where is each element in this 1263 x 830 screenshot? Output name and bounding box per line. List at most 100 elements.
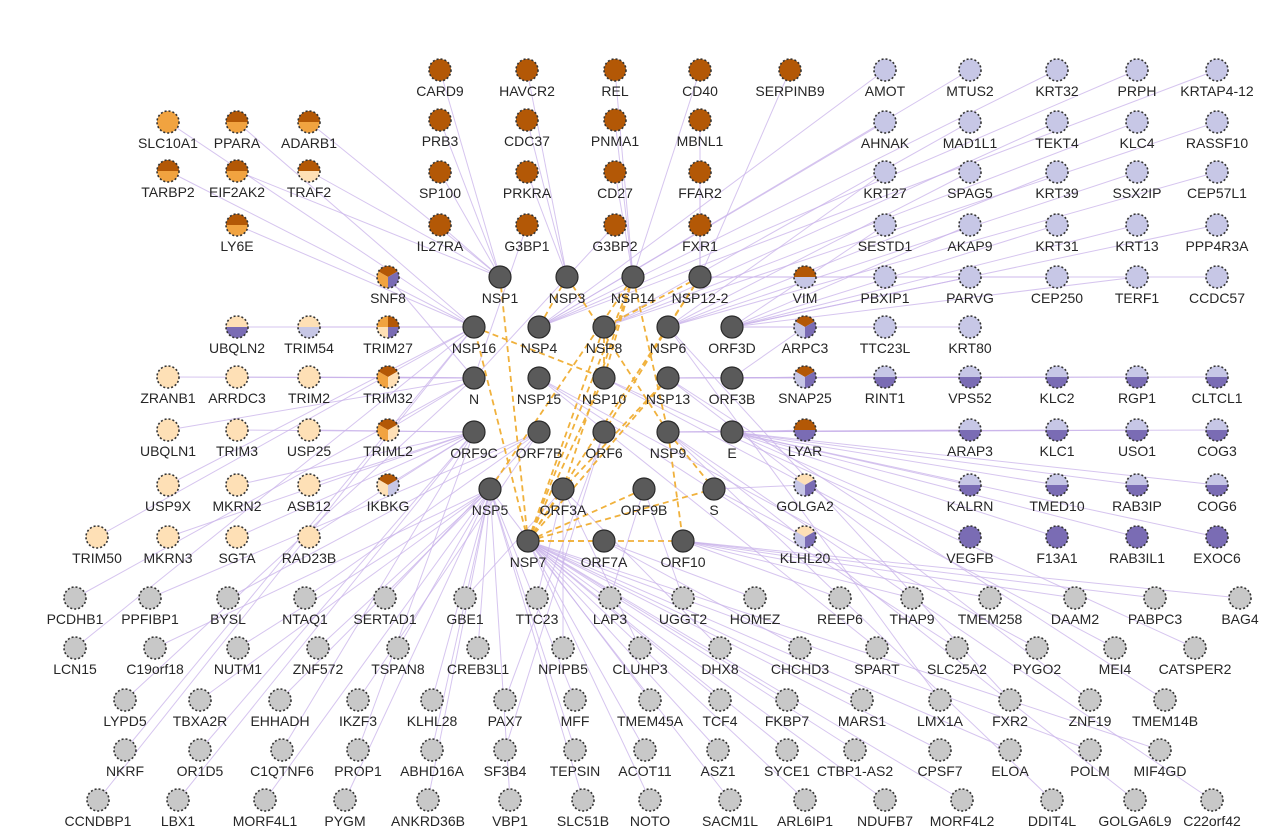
node-nsp14[interactable]: NSP14 [611,265,656,306]
node-krt32[interactable]: KRT32 [1035,58,1079,99]
node-sgta[interactable]: SGTA [218,525,256,566]
node-prkra[interactable]: PRKRA [503,160,552,201]
node-ly6e[interactable]: LY6E [220,213,254,254]
node-card9[interactable]: CARD9 [416,58,464,99]
node-chchd3[interactable]: CHCHD3 [771,636,830,677]
node-rab3il1[interactable]: RAB3IL1 [1109,525,1165,566]
node-slc25a2[interactable]: SLC25A2 [927,636,987,677]
node-orf3b[interactable]: ORF3B [709,366,756,407]
node-krtap4-12[interactable]: KRTAP4-12 [1180,58,1254,99]
node-trim54[interactable]: TRIM54 [284,315,334,356]
node-ubqln1[interactable]: UBQLN1 [140,418,196,459]
node-nsp3[interactable]: NSP3 [549,265,586,306]
node-tcf4[interactable]: TCF4 [703,688,738,729]
node-mkrn3[interactable]: MKRN3 [143,525,193,566]
node-fxr2[interactable]: FXR2 [992,688,1028,729]
node-nsp10[interactable]: NSP10 [582,366,627,407]
node-thap9[interactable]: THAP9 [889,586,935,627]
node-cep250[interactable]: CEP250 [1031,265,1083,306]
node-trim32[interactable]: TRIM32 [363,365,413,406]
node-ccdc57[interactable]: CCDC57 [1189,265,1245,306]
node-nsp12-2[interactable]: NSP12-2 [672,265,729,306]
node-sf3b4[interactable]: SF3B4 [484,738,527,779]
node-slc10a1[interactable]: SLC10A1 [138,110,198,151]
node-pygm[interactable]: PYGM [324,788,366,829]
node-arpc3[interactable]: ARPC3 [782,315,829,356]
node-tepsin[interactable]: TEPSIN [550,738,601,779]
node-ddit4l[interactable]: DDIT4L [1028,788,1076,829]
node-traf2[interactable]: TRAF2 [287,159,332,200]
node-syce1[interactable]: SYCE1 [764,738,810,779]
node-tmem14b[interactable]: TMEM14B [1132,688,1198,729]
node-akap9[interactable]: AKAP9 [947,213,993,254]
node-orf7b[interactable]: ORF7B [516,420,563,461]
node-mif4gd[interactable]: MIF4GD [1134,738,1187,779]
node-nsp5[interactable]: NSP5 [472,477,509,518]
node-usp25[interactable]: USP25 [287,418,332,459]
node-lypd5[interactable]: LYPD5 [103,688,147,729]
node-cpsf7[interactable]: CPSF7 [917,738,963,779]
node-klhl20[interactable]: KLHL20 [780,525,831,566]
node-uso1[interactable]: USO1 [1118,418,1156,459]
node-s[interactable]: S [702,477,726,518]
node-zranb1[interactable]: ZRANB1 [140,365,196,406]
node-prph[interactable]: PRPH [1118,58,1157,99]
node-triml2[interactable]: TRIML2 [363,418,413,459]
node-pax7[interactable]: PAX7 [488,688,523,729]
node-mtus2[interactable]: MTUS2 [946,58,994,99]
node-ctbp1-as2[interactable]: CTBP1-AS2 [817,738,893,779]
node-spart[interactable]: SPART [854,636,900,677]
node-cltcl1[interactable]: CLTCL1 [1191,365,1243,406]
node-ahnak[interactable]: AHNAK [861,110,910,151]
node-klc1[interactable]: KLC1 [1039,418,1075,459]
node-tmem45a[interactable]: TMEM45A [617,688,684,729]
node-catsper2[interactable]: CATSPER2 [1159,636,1232,677]
node-spag5[interactable]: SPAG5 [947,160,993,201]
node-mff[interactable]: MFF [561,688,590,729]
node-cog6[interactable]: COG6 [1197,473,1237,514]
node-ssx2ip[interactable]: SSX2IP [1112,160,1162,201]
node-orf9c[interactable]: ORF9C [450,420,498,461]
node-reep6[interactable]: REEP6 [817,586,863,627]
node-prop1[interactable]: PROP1 [334,738,382,779]
node-asb12[interactable]: ASB12 [287,473,331,514]
node-c1qtnf6[interactable]: C1QTNF6 [250,738,314,779]
node-nsp4[interactable]: NSP4 [521,315,558,356]
node-g3bp2[interactable]: G3BP2 [592,213,638,254]
node-krt13[interactable]: KRT13 [1115,213,1159,254]
node-nsp16[interactable]: NSP16 [452,315,497,356]
node-mkrn2[interactable]: MKRN2 [212,473,262,514]
node-uggt2[interactable]: UGGT2 [659,586,707,627]
node-mbnl1[interactable]: MBNL1 [677,108,724,149]
node-vim[interactable]: VIM [793,265,818,306]
node-cep57l1[interactable]: CEP57L1 [1187,160,1247,201]
node-morf4l2[interactable]: MORF4L2 [930,788,995,829]
node-ntaq1[interactable]: NTAQ1 [282,586,328,627]
node-fkbp7[interactable]: FKBP7 [765,688,810,729]
node-ccndbp1[interactable]: CCNDBP1 [65,788,132,829]
node-bag4[interactable]: BAG4 [1221,586,1259,627]
node-tmem258[interactable]: TMEM258 [958,586,1023,627]
node-rad23b[interactable]: RAD23B [282,525,336,566]
node-nsp15[interactable]: NSP15 [517,366,562,407]
node-tspan8[interactable]: TSPAN8 [371,636,425,677]
node-arap3[interactable]: ARAP3 [947,418,993,459]
node-rint1[interactable]: RINT1 [865,365,906,406]
node-c22orf42[interactable]: C22orf42 [1183,788,1241,829]
node-dhx8[interactable]: DHX8 [701,636,739,677]
node-cog3[interactable]: COG3 [1197,418,1237,459]
node-pygo2[interactable]: PYGO2 [1013,636,1061,677]
node-ppfibp1[interactable]: PPFIBP1 [121,586,179,627]
node-golga2[interactable]: GOLGA2 [776,473,834,514]
node-fxr1[interactable]: FXR1 [682,213,718,254]
node-asz1[interactable]: ASZ1 [700,738,736,779]
node-abhd16a[interactable]: ABHD16A [400,738,465,779]
node-n[interactable]: N [462,366,486,407]
node-sestd1[interactable]: SESTD1 [858,213,913,254]
node-serpinb9[interactable]: SERPINB9 [755,58,825,99]
node-cd27[interactable]: CD27 [597,160,633,201]
node-slc51b[interactable]: SLC51B [557,788,609,829]
node-nsp9[interactable]: NSP9 [650,420,687,461]
node-pabpc3[interactable]: PABPC3 [1128,586,1182,627]
node-trim27[interactable]: TRIM27 [363,315,413,356]
